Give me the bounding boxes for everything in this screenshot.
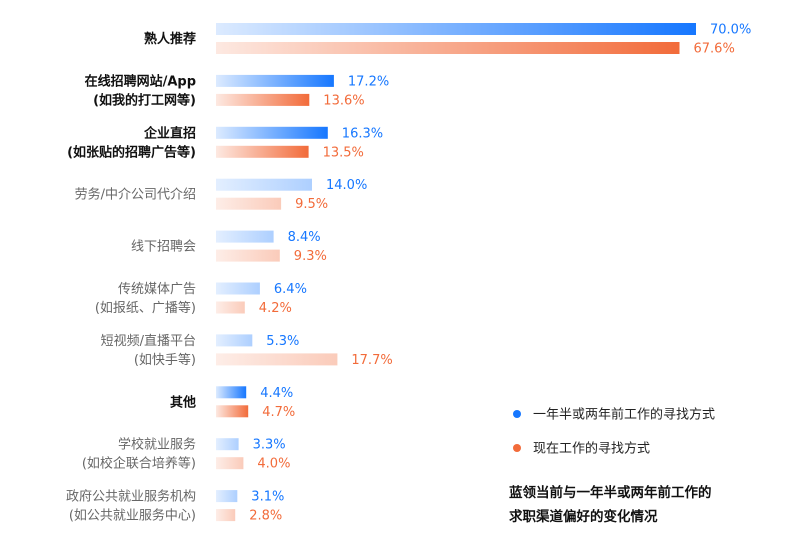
- category-label-6-line-1: (如快手等): [134, 352, 196, 368]
- bar-current-0: [216, 42, 680, 54]
- category-label-8-line-1: (如校企联合培养等): [82, 456, 196, 472]
- legend-marker-orange: [513, 444, 521, 452]
- value-label-previous-0: 70.0%: [710, 23, 751, 38]
- category-label-4-line-0: 线下招聘会: [131, 240, 196, 255]
- legend: 一年半或两年前工作的寻找方式 现在工作的寻找方式: [513, 407, 715, 457]
- category-label-1-line-1: (如我的打工网等): [93, 92, 196, 108]
- legend-marker-blue: [513, 410, 521, 418]
- value-label-previous-4: 8.4%: [288, 230, 321, 245]
- value-label-previous-7: 4.4%: [260, 386, 293, 401]
- category-label-5-line-0: 传统媒体广告: [118, 282, 196, 297]
- value-label-current-7: 4.7%: [262, 405, 295, 420]
- value-label-current-3: 9.5%: [295, 197, 328, 212]
- bar-previous-3: [216, 178, 312, 191]
- caption: 蓝领当前与一年半或两年前工作的 求职渠道偏好的变化情况: [509, 484, 712, 525]
- category-label-3-line-0: 劳务/中介公司代介绍: [75, 187, 196, 203]
- category-label-9-line-1: (如公共就业服务中心): [69, 508, 196, 524]
- value-label-previous-8: 3.3%: [253, 438, 286, 453]
- category-label-2-line-1: (如张贴的招聘广告等): [67, 144, 196, 160]
- value-label-previous-3: 14.0%: [326, 178, 367, 193]
- value-label-current-8: 4.0%: [257, 457, 290, 472]
- caption-line-1: 蓝领当前与一年半或两年前工作的: [509, 484, 712, 501]
- bar-previous-4: [216, 230, 274, 243]
- bars-layer: [216, 23, 696, 522]
- value-label-current-5: 4.2%: [259, 301, 292, 316]
- bar-current-7: [216, 405, 249, 418]
- bar-previous-7: [216, 386, 247, 399]
- category-label-7-line-0: 其他: [170, 394, 196, 410]
- bar-previous-0: [216, 23, 696, 35]
- value-label-previous-9: 3.1%: [251, 490, 284, 505]
- category-label-9-line-0: 政府公共就业服务机构: [66, 489, 196, 505]
- bar-previous-2: [216, 126, 328, 139]
- value-labels: 70.0% 67.6% 17.2% 13.6% 16.3% 13.5% 14.0% 9.5% 8…: [249, 23, 751, 524]
- value-label-previous-1: 17.2%: [348, 74, 389, 89]
- value-label-current-1: 13.6%: [323, 93, 364, 108]
- category-label-5-line-1: (如报纸、广播等): [95, 300, 196, 316]
- legend-item-series-1: 一年半或两年前工作的寻找方式: [533, 407, 715, 423]
- category-label-2-line-0: 企业直招: [143, 125, 196, 141]
- caption-line-2: 求职渠道偏好的变化情况: [509, 508, 658, 525]
- legend-item-series-2: 现在工作的寻找方式: [533, 441, 650, 457]
- bar-previous-1: [216, 74, 334, 87]
- bar-current-9: [216, 509, 236, 522]
- category-label-6-line-0: 短视频/直播平台: [101, 334, 196, 349]
- bar-previous-8: [216, 438, 239, 451]
- bar-current-3: [216, 197, 282, 210]
- bar-current-2: [216, 145, 309, 158]
- bar-previous-9: [216, 490, 238, 503]
- bar-previous-5: [216, 282, 260, 295]
- bar-current-8: [216, 457, 244, 470]
- bar-current-6: [216, 353, 338, 366]
- bar-previous-6: [216, 334, 253, 347]
- value-label-current-0: 67.6%: [694, 42, 735, 57]
- category-label-8-line-0: 学校就业服务: [118, 437, 196, 453]
- bar-current-5: [216, 301, 245, 314]
- bar-current-4: [216, 249, 280, 262]
- value-label-current-2: 13.5%: [323, 145, 364, 160]
- value-label-previous-2: 16.3%: [342, 126, 383, 141]
- category-label-1-line-0: 在线招聘网站/App: [85, 73, 196, 89]
- category-label-0-line-0: 熟人推荐: [144, 31, 196, 47]
- bar-current-1: [216, 93, 310, 106]
- value-label-current-6: 17.7%: [351, 353, 392, 368]
- value-label-current-4: 9.3%: [294, 249, 327, 264]
- value-label-previous-6: 5.3%: [266, 334, 299, 349]
- value-label-previous-5: 6.4%: [274, 282, 307, 297]
- value-label-current-9: 2.8%: [249, 509, 282, 524]
